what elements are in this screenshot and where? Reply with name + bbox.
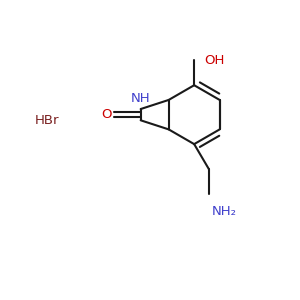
Text: OH: OH <box>205 54 225 67</box>
Text: NH: NH <box>131 92 151 105</box>
Text: HBr: HBr <box>35 114 59 127</box>
Text: NH₂: NH₂ <box>212 205 237 218</box>
Text: O: O <box>102 108 112 121</box>
